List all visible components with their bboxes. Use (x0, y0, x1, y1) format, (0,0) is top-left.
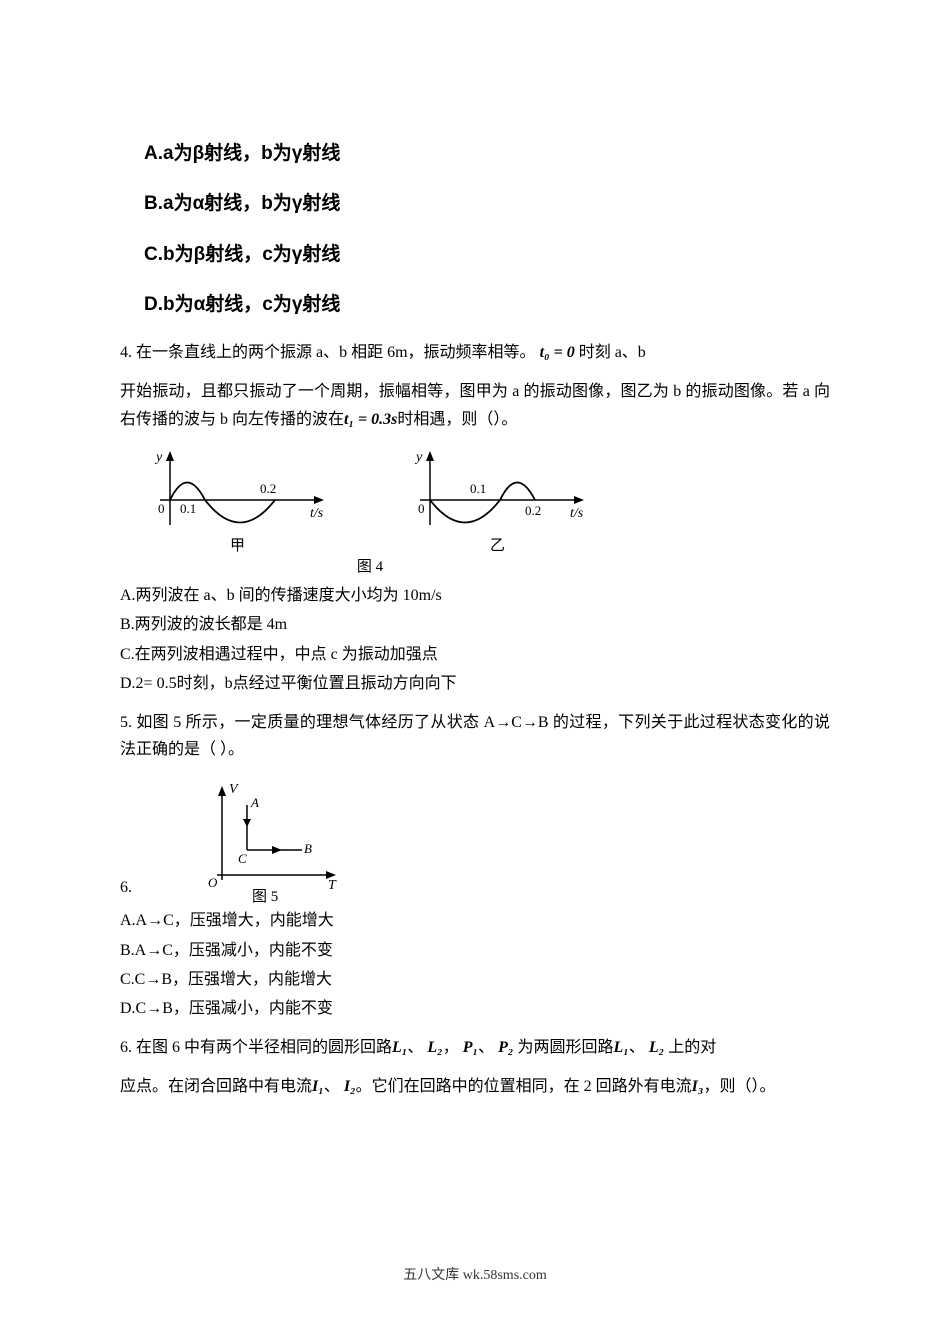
q6-stem2-c: ，则（）。 (703, 1078, 775, 1095)
svg-text:y: y (154, 450, 163, 465)
svg-text:0.2: 0.2 (260, 481, 276, 496)
svg-text:t/s: t/s (310, 506, 324, 521)
q6-stem-a: 6. 在图 6 中有两个半径相同的圆形回路 (120, 1039, 392, 1056)
q4-opt-a: A.两列波在 a、b 间的传播速度大小均为 10m/s (120, 582, 830, 609)
q5-figure-row: 6. V A C B T O 图 5 (120, 775, 830, 905)
q4-opt-c: C.在两列波相遇过程中，中点 c 为振动加强点 (120, 641, 830, 668)
figure-4-left: y 0 0.1 0.2 t/s 甲 (140, 445, 340, 555)
q6-l1: L₁ (392, 1039, 407, 1056)
svg-text:O: O (208, 875, 218, 890)
svg-text:T: T (328, 878, 337, 893)
q6-stem2-b: 。它们在回路中的位置相同，在 2 回路外有电流 (356, 1078, 692, 1095)
q6-sep1: 、 (407, 1039, 423, 1056)
q6-i2: I₂ (344, 1078, 356, 1095)
q6-sep4: 、 (324, 1078, 340, 1095)
svg-text:0: 0 (158, 501, 165, 516)
q4-stem1: 4. 在一条直线上的两个振源 a、b 相距 6m，振动频率相等。 (120, 344, 536, 361)
svg-text:乙: 乙 (490, 538, 505, 554)
q6-stem-line1: 6. 在图 6 中有两个半径相同的圆形回路L₁、 L₂， P₁、 P₂ 为两圆形… (120, 1034, 830, 1061)
q5-opt-c: C.C→B，压强增大，内能增大 (120, 966, 830, 993)
q6-l1b: L₁ (614, 1039, 629, 1056)
svg-text:0.1: 0.1 (180, 501, 196, 516)
option-d: D.b为α射线，c为γ射线 (144, 289, 830, 321)
q5-opt-b: B.A→C，压强减小，内能不变 (120, 937, 830, 964)
q6-sep2: 、 (478, 1039, 494, 1056)
svg-text:A: A (250, 795, 259, 810)
q6-i3: I₃ (692, 1078, 704, 1095)
q6-p1: P₁ (463, 1039, 478, 1056)
option-a: A.a为β射线，b为γ射线 (144, 138, 830, 170)
q6-l2b: L₂ (649, 1039, 664, 1056)
q6-stem-c: 上的对 (668, 1039, 716, 1056)
svg-text:图 5: 图 5 (252, 888, 278, 905)
svg-text:0.2: 0.2 (525, 503, 541, 518)
svg-text:C: C (238, 851, 247, 866)
q6-stem-line2: 应点。在闭合回路中有电流I₁、 I₂。它们在回路中的位置相同，在 2 回路外有电… (120, 1073, 830, 1100)
svg-text:y: y (414, 450, 423, 465)
q4-opt-d: D.2= 0.5时刻，b点经过平衡位置且振动方向向下 (120, 670, 830, 697)
q5-opt-d: D.C→B，压强减小，内能不变 (120, 995, 830, 1022)
q4-stem-line1: 4. 在一条直线上的两个振源 a、b 相距 6m，振动频率相等。 t₀ = 0 … (120, 339, 830, 366)
q6-sep3: 、 (629, 1039, 645, 1056)
svg-text:V: V (229, 782, 239, 797)
q5-stem: 5. 如图 5 所示，一定质量的理想气体经历了从状态 A→C→B 的过程，下列关… (120, 709, 830, 763)
q6-i1: I₁ (312, 1078, 324, 1095)
q4-stem-line2: 开始振动，且都只振动了一个周期，振幅相等，图甲为 a 的振动图像，图乙为 b 的… (120, 378, 830, 432)
q6-p2: P₂ (498, 1039, 513, 1056)
option-b: B.a为α射线，b为γ射线 (144, 188, 830, 220)
q5-six-label: 6. (120, 874, 132, 901)
svg-text:t/s: t/s (570, 506, 584, 521)
svg-text:0: 0 (418, 501, 425, 516)
page-footer: 五八文库 wk.58sms.com (0, 1264, 950, 1284)
q4-stem2b: 时相遇，则（）。 (397, 411, 517, 428)
figure-5: V A C B T O 图 5 (192, 775, 352, 905)
svg-text:B: B (304, 841, 312, 856)
figure-4-caption: 图 4 (140, 555, 600, 581)
q6-stem2-a: 应点。在闭合回路中有电流 (120, 1078, 312, 1095)
figure-4-right: y 0 0.1 0.2 t/s 乙 (400, 445, 600, 555)
q4-opt-b: B.两列波的波长都是 4m (120, 611, 830, 638)
q4-t1: t₁ = 0.3s (344, 411, 397, 428)
svg-text:0.1: 0.1 (470, 481, 486, 496)
page-content: A.a为β射线，b为γ射线 B.a为α射线，b为γ射线 C.b为β射线，c为γ射… (0, 0, 950, 1101)
svg-text:甲: 甲 (230, 538, 245, 554)
q5-opt-a: A.A→C，压强增大，内能增大 (120, 907, 830, 934)
figure-4: y 0 0.1 0.2 t/s 甲 y 0 0.1 0.2 t/s 乙 (140, 445, 830, 555)
option-c: C.b为β射线，c为γ射线 (144, 239, 830, 271)
q4-t0: t₀ = 0 (540, 344, 575, 361)
q4-stem1b: 时刻 a、b (579, 344, 646, 361)
q6-stem-b: 为两圆形回路 (518, 1039, 614, 1056)
q6-l2: L₂ (427, 1039, 442, 1056)
